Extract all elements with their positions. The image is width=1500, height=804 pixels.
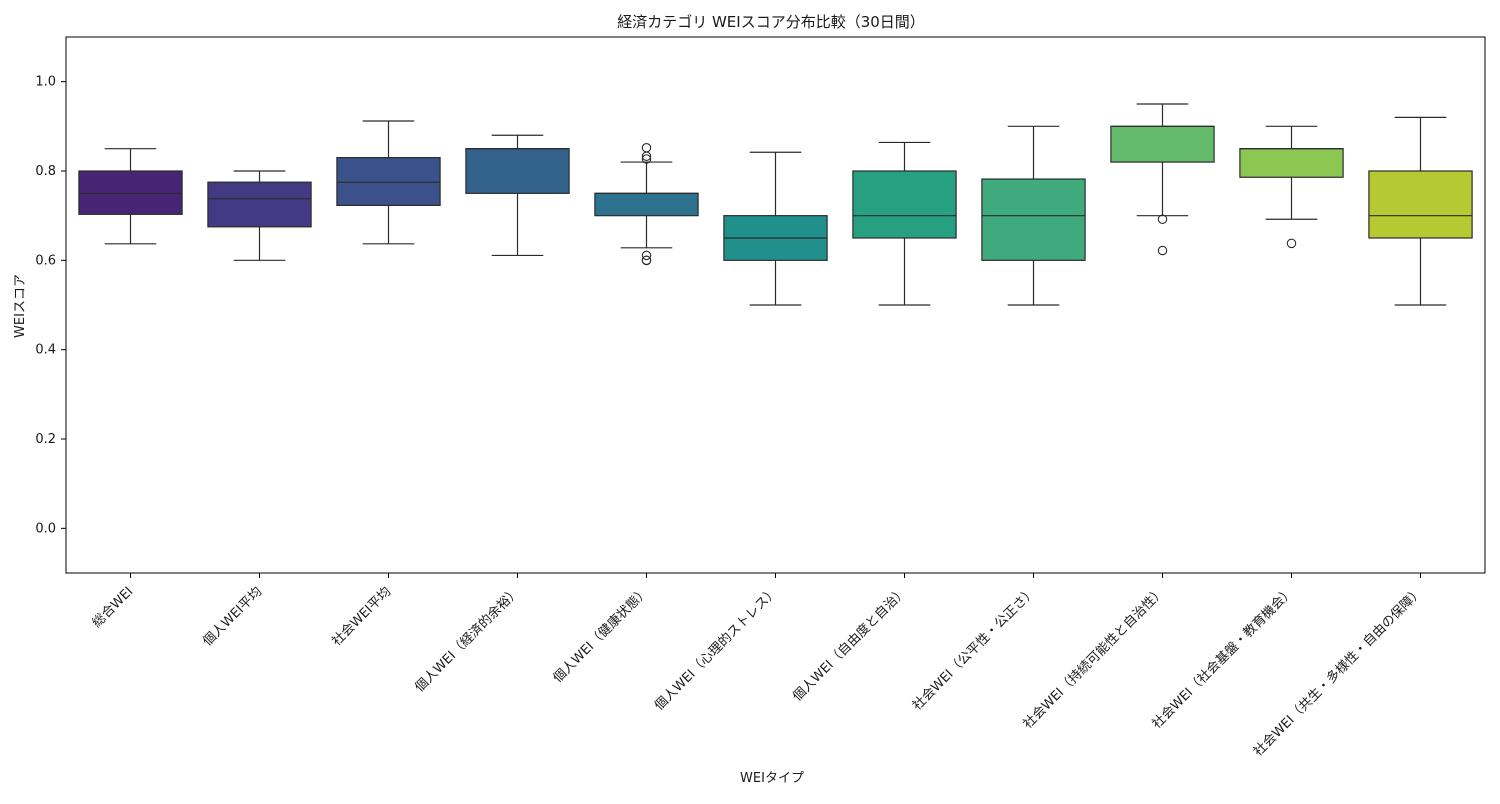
y-tick-label: 0.8 [35, 164, 56, 179]
box-iqr [78, 170, 183, 215]
y-tick-label: 0.0 [35, 521, 56, 536]
x-tick-label: 社会WEI平均 [329, 584, 395, 650]
box-group [336, 120, 441, 245]
box-group [465, 134, 570, 257]
box-iqr [1110, 125, 1215, 163]
box-group [981, 125, 1086, 306]
x-tick-label: 総合WEI [90, 584, 137, 631]
outlier-point [641, 143, 652, 153]
x-tick-label: 個人WEI（健康状態） [550, 584, 652, 686]
y-tick-label: 0.4 [35, 343, 56, 358]
box-group [1110, 103, 1215, 256]
y-tick-label: 0.6 [35, 253, 56, 268]
box-iqr [1239, 148, 1344, 178]
x-tick-label: 個人WEI平均 [200, 584, 265, 649]
box-iqr [852, 170, 957, 239]
box-iqr [981, 178, 1086, 261]
y-axis-label: WEIスコア [13, 274, 28, 338]
box-group [723, 151, 828, 306]
plot-area [78, 103, 1473, 306]
chart-title: 経済カテゴリ WEIスコア分布比較（30日間） [617, 13, 925, 31]
box-iqr [207, 181, 312, 228]
box-group [78, 148, 183, 245]
outlier-point [641, 154, 652, 164]
y-tick-label: 1.0 [35, 75, 56, 90]
box-iqr [594, 192, 699, 217]
box-group [207, 170, 312, 261]
x-tick-label: 社会WEI（社会基盤・教育機会） [1149, 584, 1297, 732]
box-iqr [1368, 170, 1473, 239]
box-iqr [465, 148, 570, 194]
outlier-point [1157, 214, 1168, 224]
x-tick-label: 個人WEI（心理的ストレス） [651, 584, 781, 714]
y-tick-label: 0.2 [35, 432, 56, 447]
x-tick-label: 個人WEI（自由度と自治） [789, 584, 910, 705]
outlier-point [641, 255, 652, 266]
outlier-point [641, 250, 652, 261]
box-group [852, 141, 957, 306]
box-group [1368, 116, 1473, 306]
outlier-point [1286, 238, 1297, 249]
x-tick-label: 個人WEI（経済的余裕） [412, 584, 524, 696]
box-group [594, 143, 699, 266]
box-group [1239, 125, 1344, 249]
outlier-point [1157, 245, 1168, 256]
outlier-point [641, 151, 652, 162]
x-tick-label: 社会WEI（持続可能性と自治性） [1020, 584, 1168, 732]
x-axis-label: WEIタイプ [740, 771, 804, 786]
box-iqr [336, 157, 441, 206]
x-tick-label: 社会WEI（公平性・公正さ） [909, 584, 1039, 714]
